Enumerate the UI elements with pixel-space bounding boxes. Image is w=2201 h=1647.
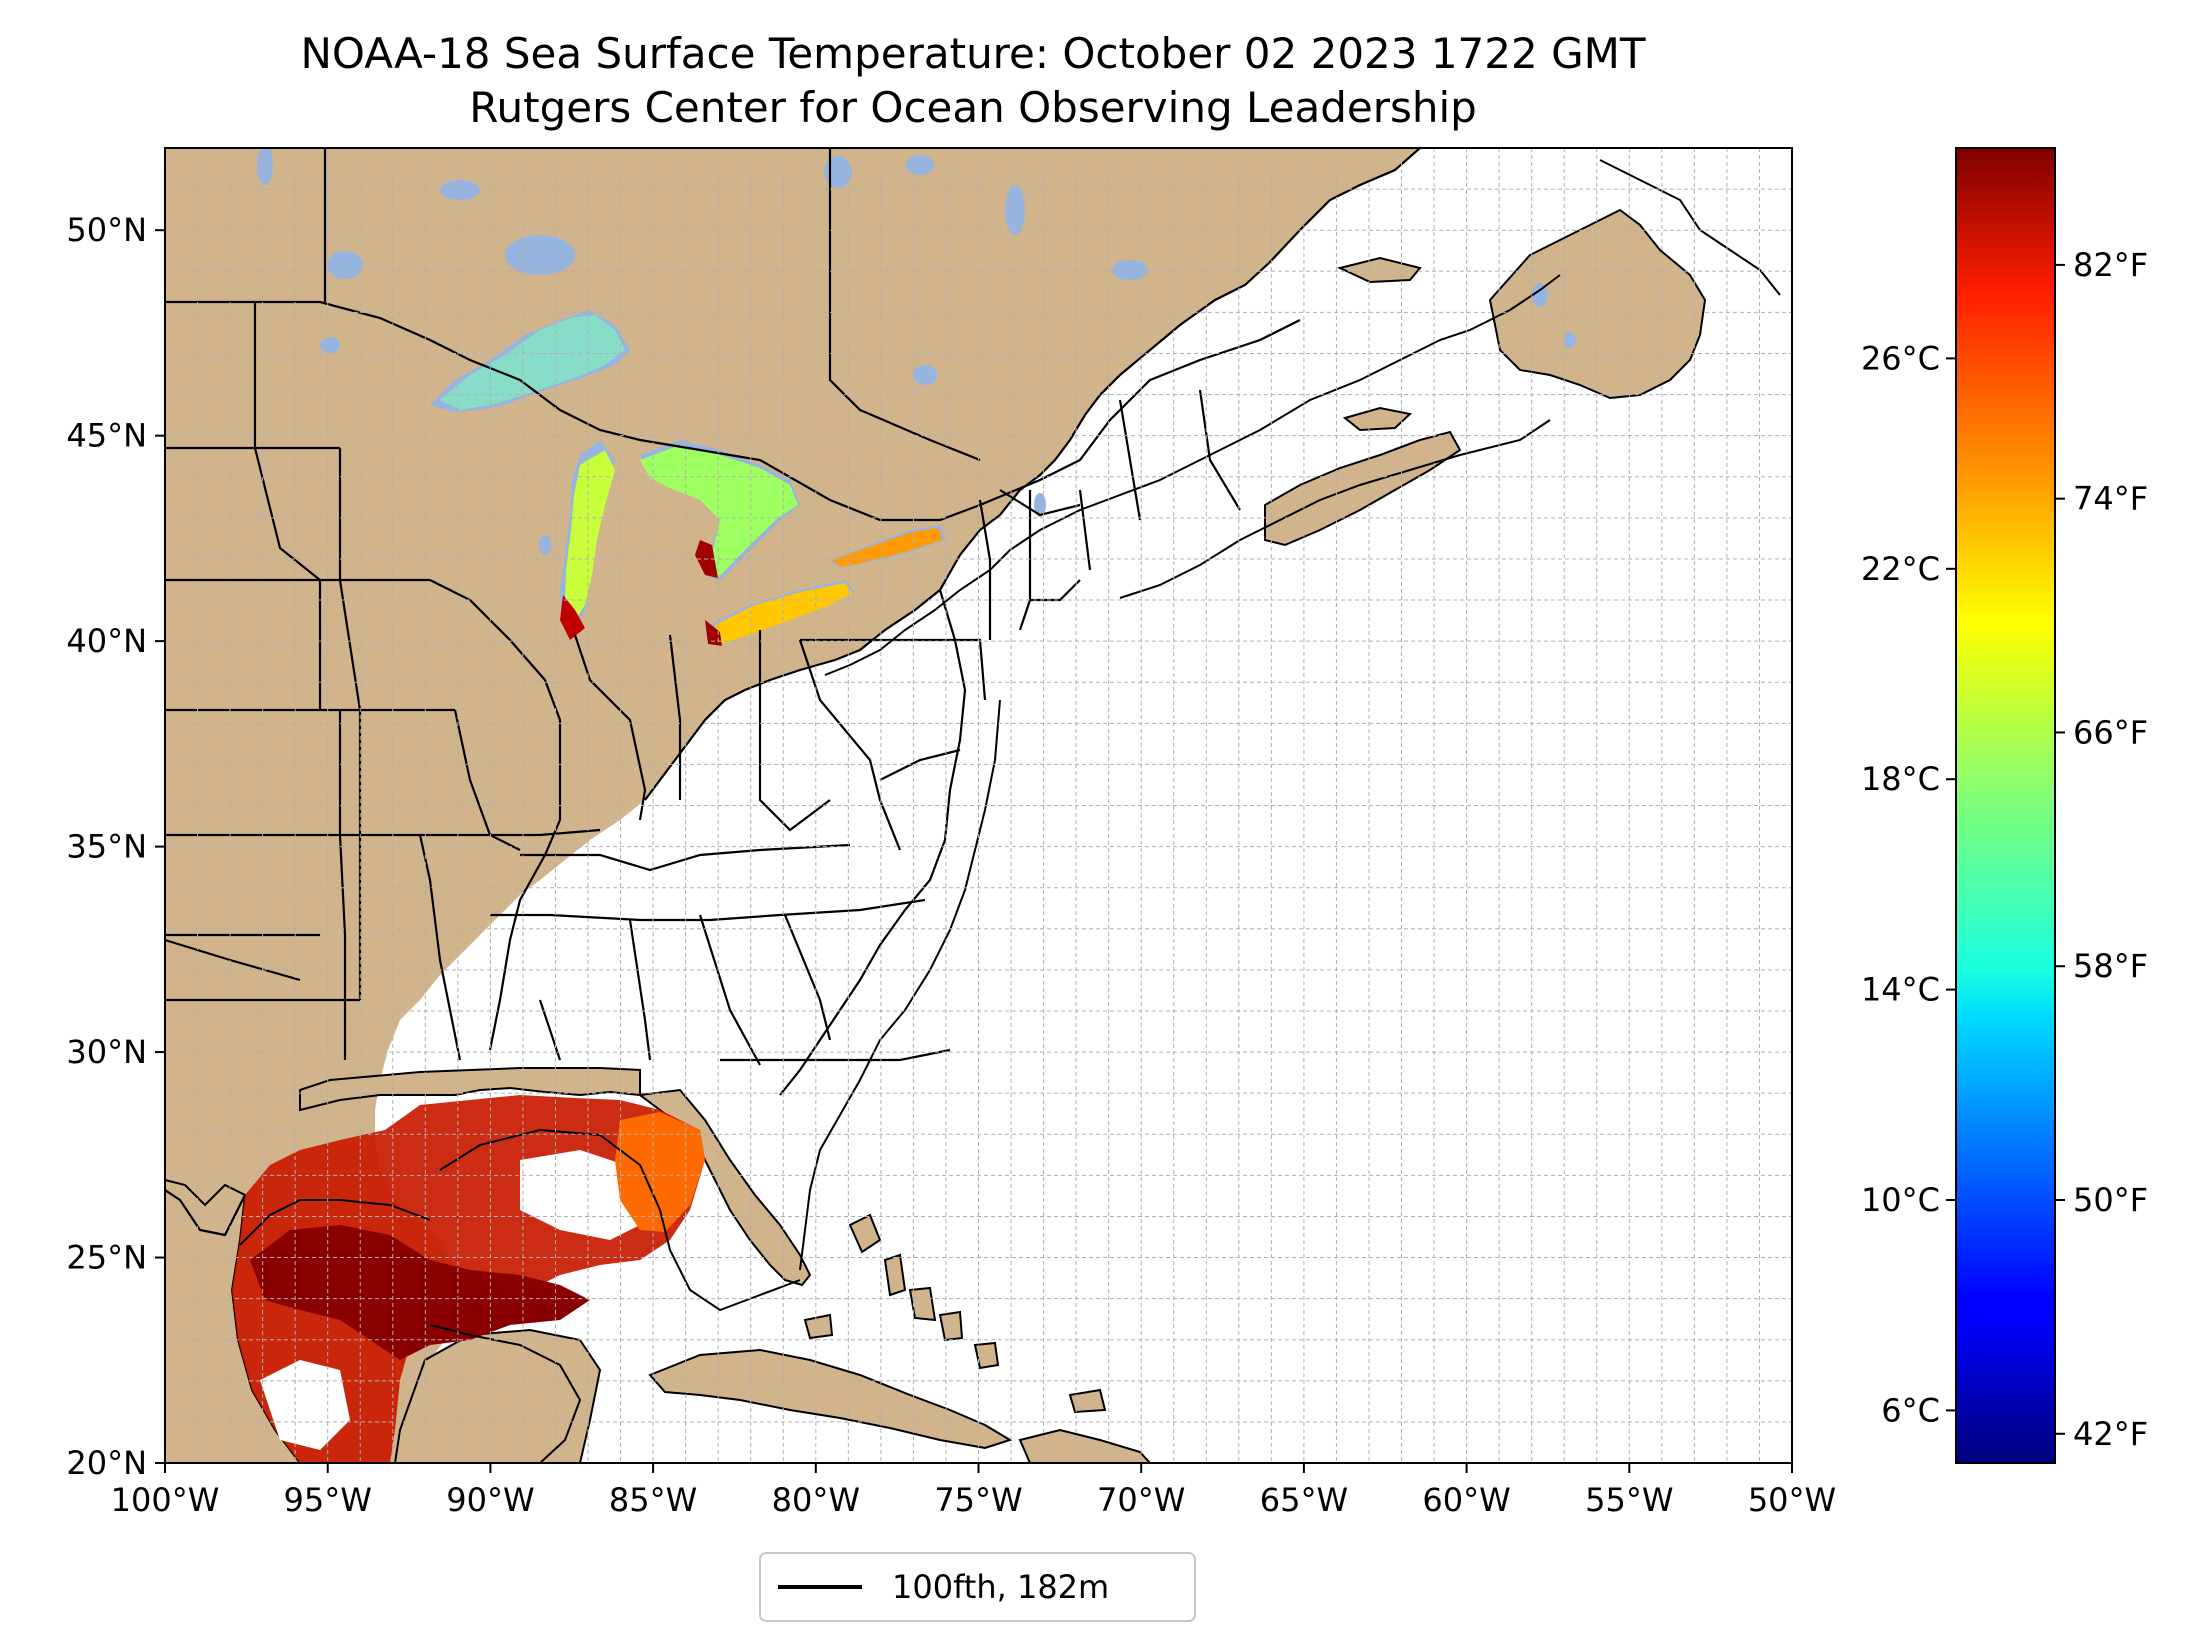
y-tick-label: 35°N [66, 828, 147, 866]
x-tick-label: 55°W [1585, 1481, 1673, 1519]
celsius-tick-label: 26°C [1861, 339, 1940, 377]
y-tick-label: 40°N [66, 622, 147, 660]
y-tick-label: 50°N [66, 211, 147, 249]
michigan-warm-edge [560, 595, 585, 640]
colorbar-celsius-ticks: 6°C 10°C 14°C 18°C 22°C 26°C [1861, 339, 1956, 1429]
michigan-sst [565, 450, 615, 625]
celsius-tick-label: 22°C [1861, 550, 1940, 588]
ontario-sst [832, 528, 942, 567]
prince-edward-island [1342, 406, 1413, 432]
political-borders [165, 148, 1301, 1237]
fahrenheit-tick-label: 50°F [2073, 1181, 2148, 1219]
gulf-sst-dark [250, 1225, 590, 1360]
x-tick-label: 70°W [1097, 1481, 1185, 1519]
y-tick-label: 25°N [66, 1239, 147, 1277]
legend-box [759, 1552, 1196, 1622]
fahrenheit-tick-label: 58°F [2073, 947, 2148, 985]
colorbar: 6°C 10°C 14°C 18°C 22°C 26°C 42°F 50°F 58°F 66°F… [1861, 147, 2148, 1464]
longitude-ticks: 100°W 95°W 90°W 85°W 80°W 75°W 70°W 65°W 60°W 55°… [111, 1463, 1836, 1519]
celsius-tick-label: 10°C [1861, 1181, 1940, 1219]
x-tick-label: 65°W [1260, 1481, 1348, 1519]
newfoundland [1488, 208, 1707, 400]
colorbar-fahrenheit-ticks: 42°F 50°F 58°F 66°F 74°F 82°F [2055, 246, 2148, 1453]
x-tick-label: 75°W [934, 1481, 1022, 1519]
celsius-tick-label: 6°C [1881, 1391, 1940, 1429]
y-tick-label: 30°N [66, 1033, 147, 1071]
x-tick-label: 95°W [284, 1481, 372, 1519]
x-tick-label: 90°W [446, 1481, 534, 1519]
legend-label: 100fth, 182m [892, 1568, 1109, 1606]
huron-sst [640, 445, 798, 578]
hispaniola [1018, 1428, 1152, 1463]
x-tick-label: 60°W [1422, 1481, 1510, 1519]
y-tick-label: 20°N [66, 1444, 147, 1482]
map-panel [165, 148, 1792, 1463]
x-tick-label: 80°W [772, 1481, 860, 1519]
map-title: NOAA-18 Sea Surface Temperature: October… [300, 29, 1645, 78]
graticule [165, 148, 1792, 1463]
superior-sst [440, 315, 625, 410]
fahrenheit-tick-label: 66°F [2073, 713, 2148, 751]
gulf-sst-orange [615, 1112, 705, 1232]
y-tick-label: 45°N [66, 417, 147, 455]
legend: 100fth, 182m [759, 1552, 1196, 1622]
anticosti-island [1337, 256, 1422, 284]
celsius-tick-label: 18°C [1861, 760, 1940, 798]
fahrenheit-tick-label: 42°F [2073, 1415, 2148, 1453]
fahrenheit-tick-label: 74°F [2073, 480, 2148, 518]
latitude-ticks: 20°N 25°N 30°N 35°N 40°N 45°N 50°N [66, 211, 165, 1482]
fahrenheit-tick-label: 82°F [2073, 246, 2148, 284]
coastline [644, 148, 1421, 1096]
x-tick-label: 50°W [1748, 1481, 1836, 1519]
celsius-tick-label: 14°C [1861, 971, 1940, 1009]
x-tick-label: 85°W [609, 1481, 697, 1519]
cuba [648, 1348, 1013, 1450]
north-america-landmass [165, 148, 1420, 1463]
colorbar-gradient [1955, 147, 2056, 1464]
sst-lake-overlay [440, 315, 942, 646]
x-tick-label: 100°W [111, 1481, 220, 1519]
bahamas-islands [803, 1213, 1107, 1414]
sst-gulf-overlay [232, 1095, 705, 1463]
map-subtitle: Rutgers Center for Ocean Observing Leade… [469, 83, 1477, 132]
